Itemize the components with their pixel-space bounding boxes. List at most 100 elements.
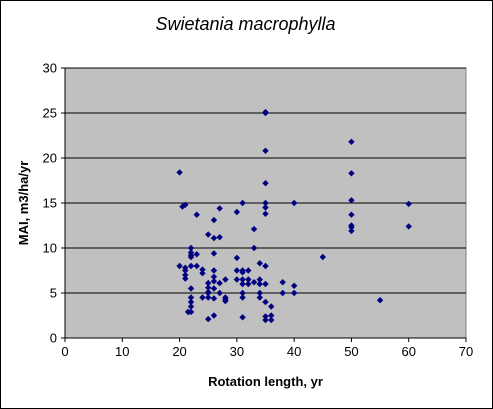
y-tick-label: 20	[43, 151, 57, 166]
data-point	[262, 280, 269, 288]
data-point	[182, 267, 189, 274]
data-point	[222, 276, 229, 283]
data-point	[205, 231, 212, 238]
x-tick-label: 0	[61, 344, 68, 359]
data-point	[262, 199, 269, 207]
data-point	[210, 273, 218, 280]
data-point	[176, 169, 183, 176]
data-point	[187, 308, 195, 316]
data-point	[405, 223, 412, 230]
data-point	[205, 294, 212, 301]
data-point	[210, 295, 218, 302]
y-tick-label: 30	[43, 61, 57, 76]
data-point	[187, 303, 195, 310]
data-point	[210, 216, 218, 224]
data-point	[205, 284, 212, 291]
data-point	[187, 262, 195, 270]
data-point	[348, 138, 355, 145]
data-point	[279, 279, 286, 286]
data-point	[256, 260, 263, 267]
data-point	[239, 276, 246, 283]
data-point	[279, 289, 286, 297]
data-point	[182, 271, 189, 279]
data-point	[239, 289, 246, 297]
data-point	[256, 276, 263, 283]
data-point	[210, 250, 218, 257]
data-point	[182, 275, 189, 282]
data-point	[205, 279, 212, 287]
data-point	[290, 282, 298, 289]
data-point	[187, 244, 195, 252]
data-point	[216, 279, 223, 287]
data-point	[193, 211, 200, 218]
data-point	[245, 280, 252, 288]
data-point	[199, 266, 206, 273]
data-point	[233, 267, 241, 274]
y-tick-label: 25	[43, 106, 57, 121]
data-point	[233, 208, 241, 216]
data-point	[262, 210, 269, 217]
data-point	[176, 262, 183, 270]
data-point	[256, 289, 263, 297]
data-point	[210, 285, 218, 292]
data-point	[187, 253, 195, 261]
data-point	[348, 224, 355, 231]
data-point	[256, 294, 263, 301]
y-tick-label: 5	[50, 286, 57, 301]
y-tick-label: 0	[50, 331, 57, 346]
data-point	[250, 279, 258, 286]
data-point	[233, 276, 241, 283]
data-point	[319, 253, 326, 261]
x-tick-label: 40	[287, 344, 301, 359]
y-tick-label: 10	[43, 241, 57, 256]
axes: 0 5 10 15 20 25 30 0 10 20 30 40 50 60 70	[43, 61, 474, 360]
data-point	[205, 315, 212, 323]
data-point	[405, 200, 412, 208]
data-point	[233, 254, 241, 262]
data-point	[193, 262, 200, 270]
data-point	[222, 297, 229, 305]
data-points	[176, 108, 412, 324]
data-point	[210, 234, 218, 242]
x-tick-label: 10	[115, 344, 129, 359]
data-point	[239, 314, 246, 321]
data-point	[199, 270, 206, 277]
data-point	[290, 289, 298, 297]
data-point	[290, 199, 298, 207]
data-point	[262, 262, 269, 270]
data-point	[268, 316, 275, 324]
data-point	[262, 204, 269, 211]
data-point	[376, 297, 384, 304]
data-point	[193, 251, 200, 258]
data-point	[348, 211, 355, 218]
data-point	[262, 298, 269, 306]
data-point	[199, 294, 206, 301]
data-point	[262, 109, 269, 117]
data-point	[187, 298, 195, 306]
data-point	[250, 225, 258, 233]
data-point	[348, 227, 355, 235]
data-point	[187, 285, 195, 292]
x-tick-label: 50	[344, 344, 358, 359]
data-point	[216, 289, 223, 297]
x-tick-label: 20	[172, 344, 186, 359]
data-point	[216, 205, 223, 212]
data-point	[210, 267, 218, 274]
data-point	[262, 180, 269, 187]
data-point	[187, 294, 195, 301]
data-point	[239, 280, 246, 288]
data-point	[239, 269, 246, 276]
x-axis-title: Rotation length, yr	[208, 374, 323, 389]
data-point	[182, 201, 189, 208]
data-point	[348, 170, 355, 177]
data-point	[262, 316, 269, 324]
data-point	[262, 147, 269, 154]
data-point	[210, 312, 218, 319]
data-point	[210, 278, 218, 285]
data-point	[250, 244, 258, 252]
y-tick-label: 15	[43, 196, 57, 211]
x-tick-label: 70	[459, 344, 473, 359]
data-point	[239, 199, 246, 207]
chart-title: Swietania macrophylla	[155, 14, 336, 34]
